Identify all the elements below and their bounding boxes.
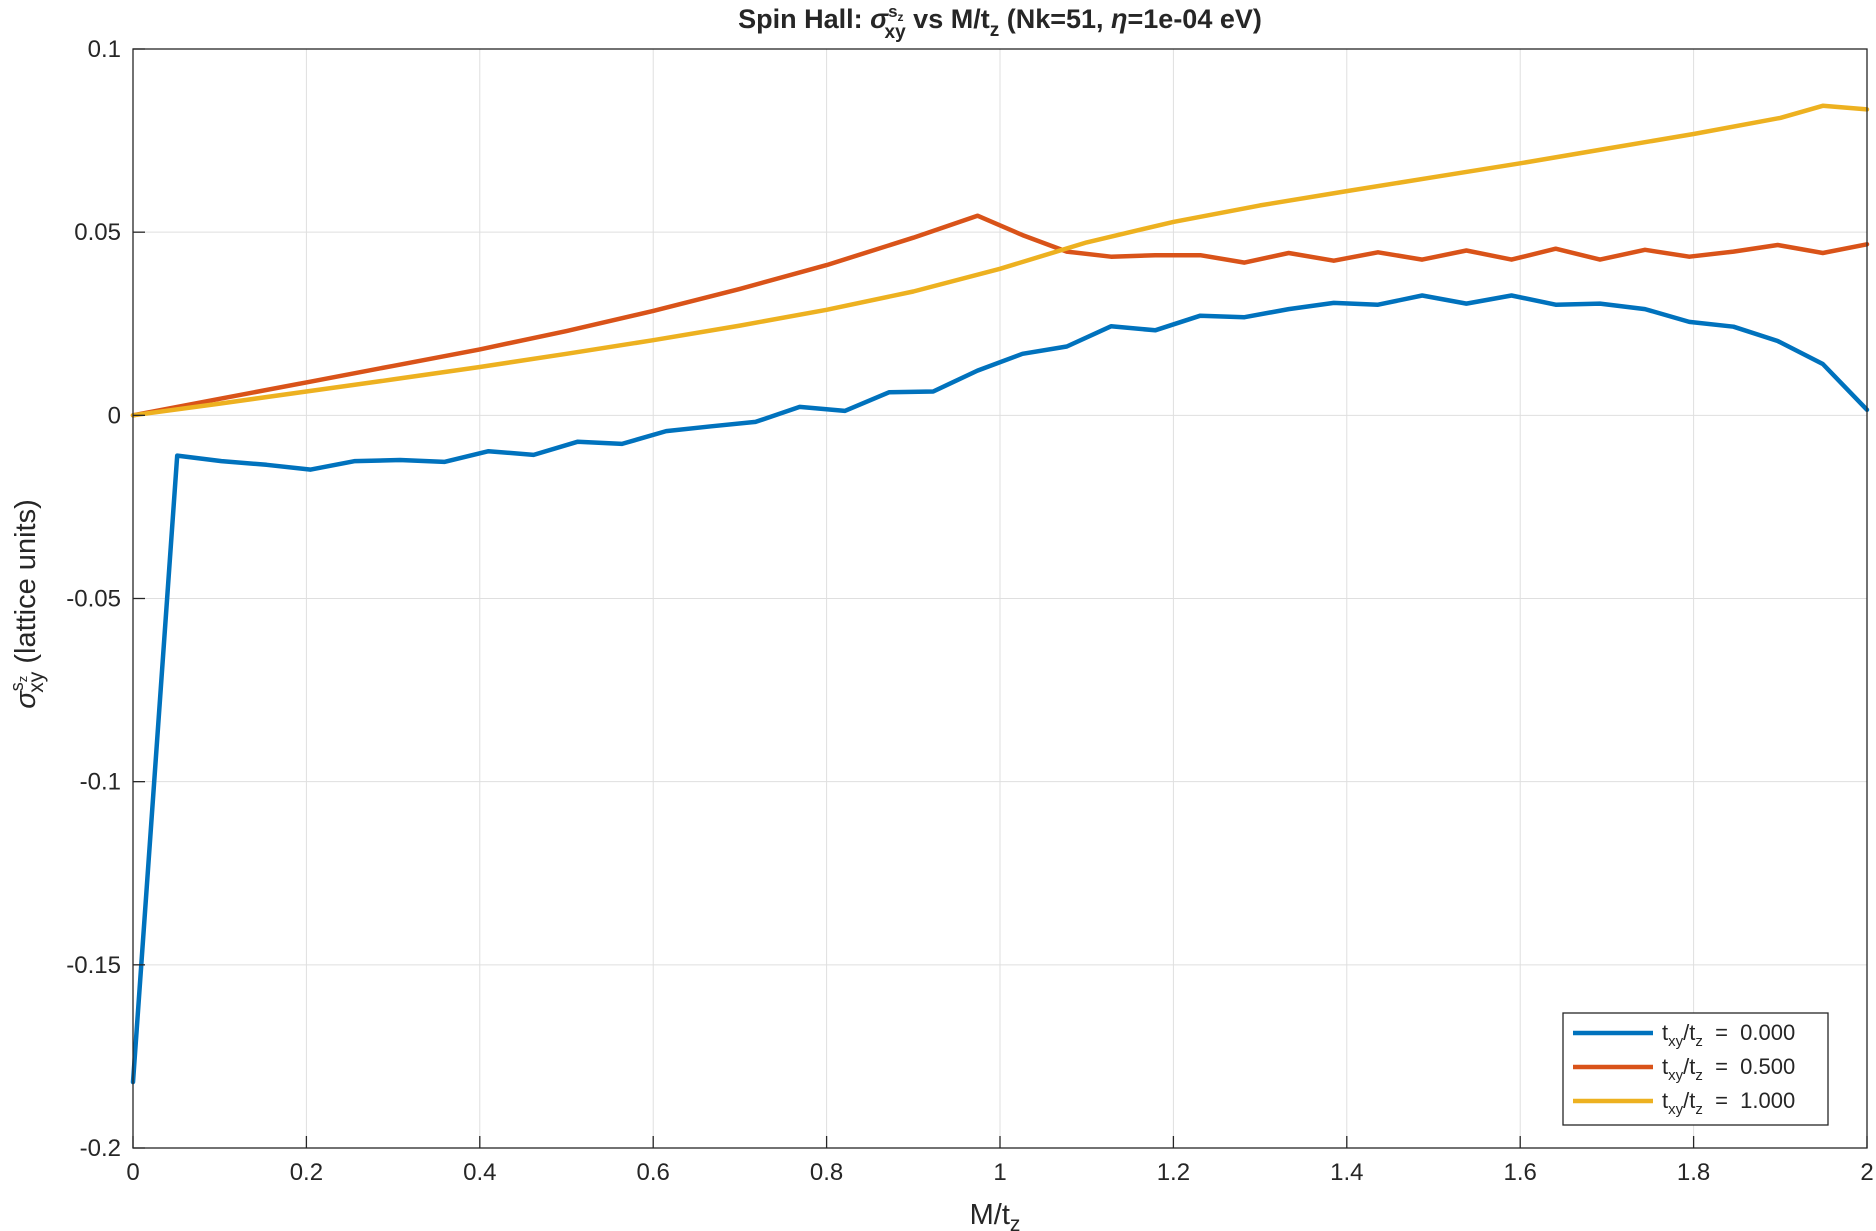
x-tick-label: 2 [1860, 1159, 1873, 1186]
y-tick-label: 0.1 [88, 36, 121, 63]
title-eta: η [1111, 4, 1128, 34]
x-tick-label: 1.4 [1330, 1159, 1363, 1186]
chart-title: Spin Hall: σsz xy vs M/tz (Nk=51, η=1e-04… [738, 2, 1262, 43]
legend: txy/tz = 0.000 txy/tz = 0.500 txy/tz = 1… [1562, 1012, 1829, 1126]
title-tail-close: =1e-04 eV) [1128, 4, 1262, 34]
y-axis-label-sub: xy [25, 671, 48, 693]
x-tick-label: 1 [993, 1159, 1006, 1186]
series-line-2 [130, 103, 1870, 418]
title-lead: Spin Hall: [738, 4, 870, 34]
y-axis-label-rest: (lattice units) [10, 499, 42, 671]
x-tick-label: 1.2 [1157, 1159, 1190, 1186]
x-tick-label: 1.6 [1504, 1159, 1537, 1186]
x-axis-label: M/tz [970, 1199, 1021, 1231]
y-axis-label-sup: s [7, 682, 27, 691]
y-tick-label: -0.15 [66, 952, 121, 979]
y-axis-label-sup-sub: z [15, 676, 30, 683]
y-tick-label: 0.05 [74, 219, 121, 246]
legend-label-2: txy/tz = 1.000 [1662, 1088, 1795, 1118]
legend-label-1: txy/tz = 0.500 [1662, 1054, 1795, 1084]
title-sigma-sup: s [888, 2, 897, 21]
series-line-1 [130, 213, 1870, 418]
y-axis-label-sigma: σ [10, 690, 42, 709]
y-tick-label: 0 [108, 402, 121, 429]
title-sigma-sub: xy [885, 22, 907, 43]
x-axis-label-main: M/t [970, 1199, 1010, 1231]
title-tail-open: (Nk=51, [999, 4, 1111, 34]
title-mid-sub: z [990, 20, 1000, 41]
y-axis-label: σszxy (lattice units) [7, 499, 48, 708]
x-tick-label: 0 [126, 1159, 139, 1186]
series-line-0 [130, 293, 1870, 1085]
ticks: 0 0.2 0.4 0.6 0.8 1 1.2 1.4 1.6 1.8 2 -0.2 -0.15 -0.1… [66, 36, 1873, 1186]
y-tick-label: -0.1 [80, 769, 121, 796]
y-tick-label: -0.2 [80, 1135, 121, 1162]
x-tick-label: 0.8 [810, 1159, 843, 1186]
title-sigma: σ [870, 4, 889, 34]
legend-label-0: txy/tz = 0.000 [1662, 1020, 1795, 1050]
x-axis-label-sub: z [1010, 1213, 1021, 1231]
title-mid: vs M/t [906, 4, 990, 34]
series-layer [130, 103, 1870, 1085]
x-tick-label: 1.8 [1677, 1159, 1710, 1186]
title-sigma-sup-sub: z [898, 10, 904, 24]
x-tick-label: 0.2 [290, 1159, 323, 1186]
y-tick-label: -0.05 [66, 586, 121, 613]
x-tick-label: 0.6 [637, 1159, 670, 1186]
x-tick-label: 0.4 [463, 1159, 496, 1186]
